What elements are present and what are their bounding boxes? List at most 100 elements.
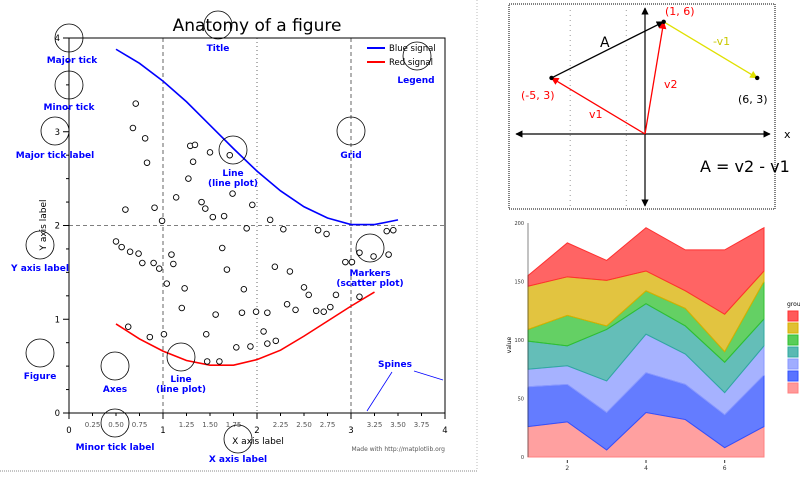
x-major-tick-label: 1 xyxy=(160,426,165,436)
annotation-label: (scatter plot) xyxy=(336,279,403,289)
annotation-label: X axis label xyxy=(209,455,267,465)
y-major-tick-label: 1 xyxy=(55,315,60,325)
panel-border xyxy=(508,3,776,210)
scatter-point xyxy=(292,306,299,314)
scatter-point xyxy=(229,190,236,197)
x-minor-tick-label: 0.50 xyxy=(108,421,124,429)
legend: Blue signal Red signal xyxy=(367,44,436,68)
x-axis-label: X axis label xyxy=(232,437,284,447)
legend-swatch xyxy=(787,370,799,382)
scatter-point xyxy=(126,248,134,255)
scatter-point xyxy=(320,308,327,316)
scatter-point xyxy=(163,280,171,287)
x-minor-tick-label: 2.50 xyxy=(296,421,312,429)
vector--v1 xyxy=(663,21,758,79)
annotation-label: Minor tick label xyxy=(76,443,155,453)
vector-v2 xyxy=(644,21,667,135)
annotation-circle xyxy=(203,10,233,40)
scatter-point xyxy=(283,301,291,308)
vector-v1 xyxy=(550,77,646,135)
x-minor-tick-label: 1.50 xyxy=(202,421,218,429)
annotation-label: Line xyxy=(222,169,243,179)
scatter-point xyxy=(305,291,312,299)
annotation-label: (line plot) xyxy=(208,179,258,189)
scatter-point xyxy=(202,205,209,212)
annotation-circle xyxy=(218,135,248,165)
x-axis-label: x xyxy=(784,128,791,141)
scatter-point xyxy=(146,333,154,341)
series-line-red-signal xyxy=(115,291,375,366)
legend-title: group xyxy=(787,301,800,308)
scatter-point xyxy=(238,309,246,316)
scatter-point xyxy=(155,265,163,272)
scatter-point xyxy=(141,135,149,142)
y-tick-label: 100 xyxy=(514,338,524,344)
scatter-point xyxy=(189,158,197,165)
anatomy-figure: Anatomy of a figure 0 1 2 3 4 0.25 0.50 0.75 1.2… xyxy=(0,0,478,472)
x-minor-tick-label: 3.75 xyxy=(414,421,430,429)
scatter-point xyxy=(252,308,260,316)
annotation-circle xyxy=(54,23,84,53)
legend-swatch xyxy=(787,346,799,358)
point-marker xyxy=(661,19,666,24)
scatter-point xyxy=(300,284,308,291)
scatter-point xyxy=(218,244,226,252)
annotation-circle xyxy=(223,424,253,454)
y-major-tick-label: 2 xyxy=(55,222,60,232)
annotation-label: Spines xyxy=(378,360,412,370)
x-major-tick-label: 4 xyxy=(442,426,447,436)
y-major-tick-label: 3 xyxy=(55,128,60,138)
scatter-point xyxy=(272,337,280,345)
annotation-label: Markers xyxy=(349,269,390,279)
y-tick-label: 200 xyxy=(514,221,524,227)
y-axis-label: Y axis label xyxy=(39,199,49,251)
annotation-label: Line xyxy=(170,375,191,385)
scatter-point xyxy=(178,304,186,312)
vector-label: A xyxy=(600,35,610,51)
annotation-label: Y axis label xyxy=(10,264,69,274)
scatter-point xyxy=(118,243,125,251)
scatter-point xyxy=(124,323,132,331)
scatter-point xyxy=(327,303,334,311)
x-major-tick-label: 2 xyxy=(254,426,259,436)
annotation-label: Title xyxy=(207,44,230,54)
x-tick-label: 2 xyxy=(565,465,569,472)
scatter-point xyxy=(191,141,199,149)
scatter-point xyxy=(323,230,330,238)
scatter-point xyxy=(129,124,137,132)
y-tick-label: 150 xyxy=(514,280,524,286)
area-layer xyxy=(527,226,765,315)
annotation-circle xyxy=(54,70,84,100)
scatter-point xyxy=(216,358,223,365)
scatter-point xyxy=(249,201,256,209)
scatter-point xyxy=(122,206,129,213)
scatter-point xyxy=(112,238,120,245)
scatter-point xyxy=(271,263,279,271)
annotation-label: (line plot) xyxy=(156,385,206,395)
annotation-label: Major tick xyxy=(47,56,99,66)
legend-label: Blue signal xyxy=(389,44,436,54)
scatter-point xyxy=(202,331,210,338)
scatter-point xyxy=(139,259,146,267)
scatter-point xyxy=(314,226,322,234)
scatter-point xyxy=(181,285,188,292)
scatter-point xyxy=(312,307,320,315)
annotation-label: Major tick label xyxy=(16,151,95,161)
scatter-point xyxy=(264,309,271,316)
x-tick-label: 4 xyxy=(644,465,648,472)
annotation-label: Legend xyxy=(397,76,434,86)
y-axis-label: value xyxy=(506,336,513,353)
x-major-tick-label: 3 xyxy=(348,426,353,436)
scatter-point xyxy=(170,260,177,268)
y-tick-label: 0 xyxy=(521,455,524,461)
scatter-point xyxy=(158,217,166,225)
x-minor-tick-label: 0.75 xyxy=(132,421,148,429)
scatter-point xyxy=(240,286,248,293)
scatter-point xyxy=(209,213,217,221)
scatter-point xyxy=(390,226,397,234)
x-tick-label: 6 xyxy=(723,465,727,472)
vector-label: -v1 xyxy=(713,35,730,48)
scatter-point xyxy=(172,194,180,201)
scatter-point xyxy=(243,225,250,232)
